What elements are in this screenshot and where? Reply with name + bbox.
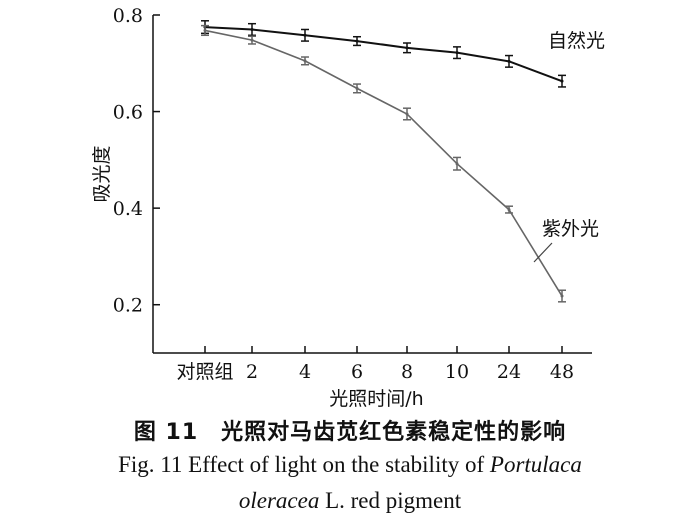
data-point bbox=[405, 112, 409, 116]
y-tick-label: 0.4 bbox=[113, 198, 143, 220]
data-point bbox=[560, 294, 564, 298]
data-point bbox=[455, 162, 459, 166]
caption-en-prefix: Fig. 11 Effect of light on the stability… bbox=[118, 452, 490, 477]
figure-caption-english-line1: Fig. 11 Effect of light on the stability… bbox=[0, 452, 700, 478]
caption-en-genus: Portulaca bbox=[489, 452, 582, 477]
data-point bbox=[507, 208, 511, 212]
x-tick-label: 4 bbox=[299, 361, 311, 383]
data-point bbox=[303, 59, 307, 63]
x-tick-label: 48 bbox=[550, 361, 574, 383]
series-label: 紫外光 bbox=[542, 218, 599, 240]
caption-en-species: oleracea bbox=[238, 488, 320, 513]
figure-caption-english-line2: oleracea L. red pigment bbox=[0, 488, 700, 514]
data-point bbox=[355, 86, 359, 90]
x-axis-title: 光照时间/h bbox=[329, 388, 423, 410]
series-2 bbox=[201, 24, 566, 303]
figure-caption-chinese: 图 11 光照对马齿苋红色素稳定性的影响 bbox=[133, 420, 567, 445]
x-tick-label: 10 bbox=[445, 361, 469, 383]
x-tick-label: 2 bbox=[246, 361, 258, 383]
data-point bbox=[303, 33, 307, 37]
x-tick-label: 8 bbox=[401, 361, 413, 383]
data-point bbox=[250, 27, 254, 31]
series-line bbox=[204, 26, 563, 83]
y-axis-title: 吸光度 bbox=[91, 145, 113, 202]
axes bbox=[152, 14, 592, 354]
y-tick-label: 0.2 bbox=[113, 295, 143, 317]
series-layer bbox=[201, 20, 566, 303]
data-point bbox=[203, 28, 207, 32]
y-tick-label: 0.8 bbox=[113, 5, 143, 27]
series-line bbox=[204, 29, 563, 297]
data-point bbox=[250, 38, 254, 42]
data-point bbox=[405, 46, 409, 50]
data-point bbox=[507, 59, 511, 63]
x-tick-label: 6 bbox=[351, 361, 363, 383]
series-label: 自然光 bbox=[548, 30, 605, 52]
data-point bbox=[455, 51, 459, 55]
x-tick-label: 24 bbox=[497, 361, 521, 383]
y-tick-label: 0.6 bbox=[113, 102, 143, 124]
data-point bbox=[355, 39, 359, 43]
x-tick-label: 对照组 bbox=[176, 361, 233, 383]
data-point bbox=[560, 79, 564, 83]
series-label-pointer bbox=[533, 242, 553, 263]
series-1 bbox=[201, 20, 566, 88]
caption-en-suffix: L. red pigment bbox=[319, 488, 462, 513]
